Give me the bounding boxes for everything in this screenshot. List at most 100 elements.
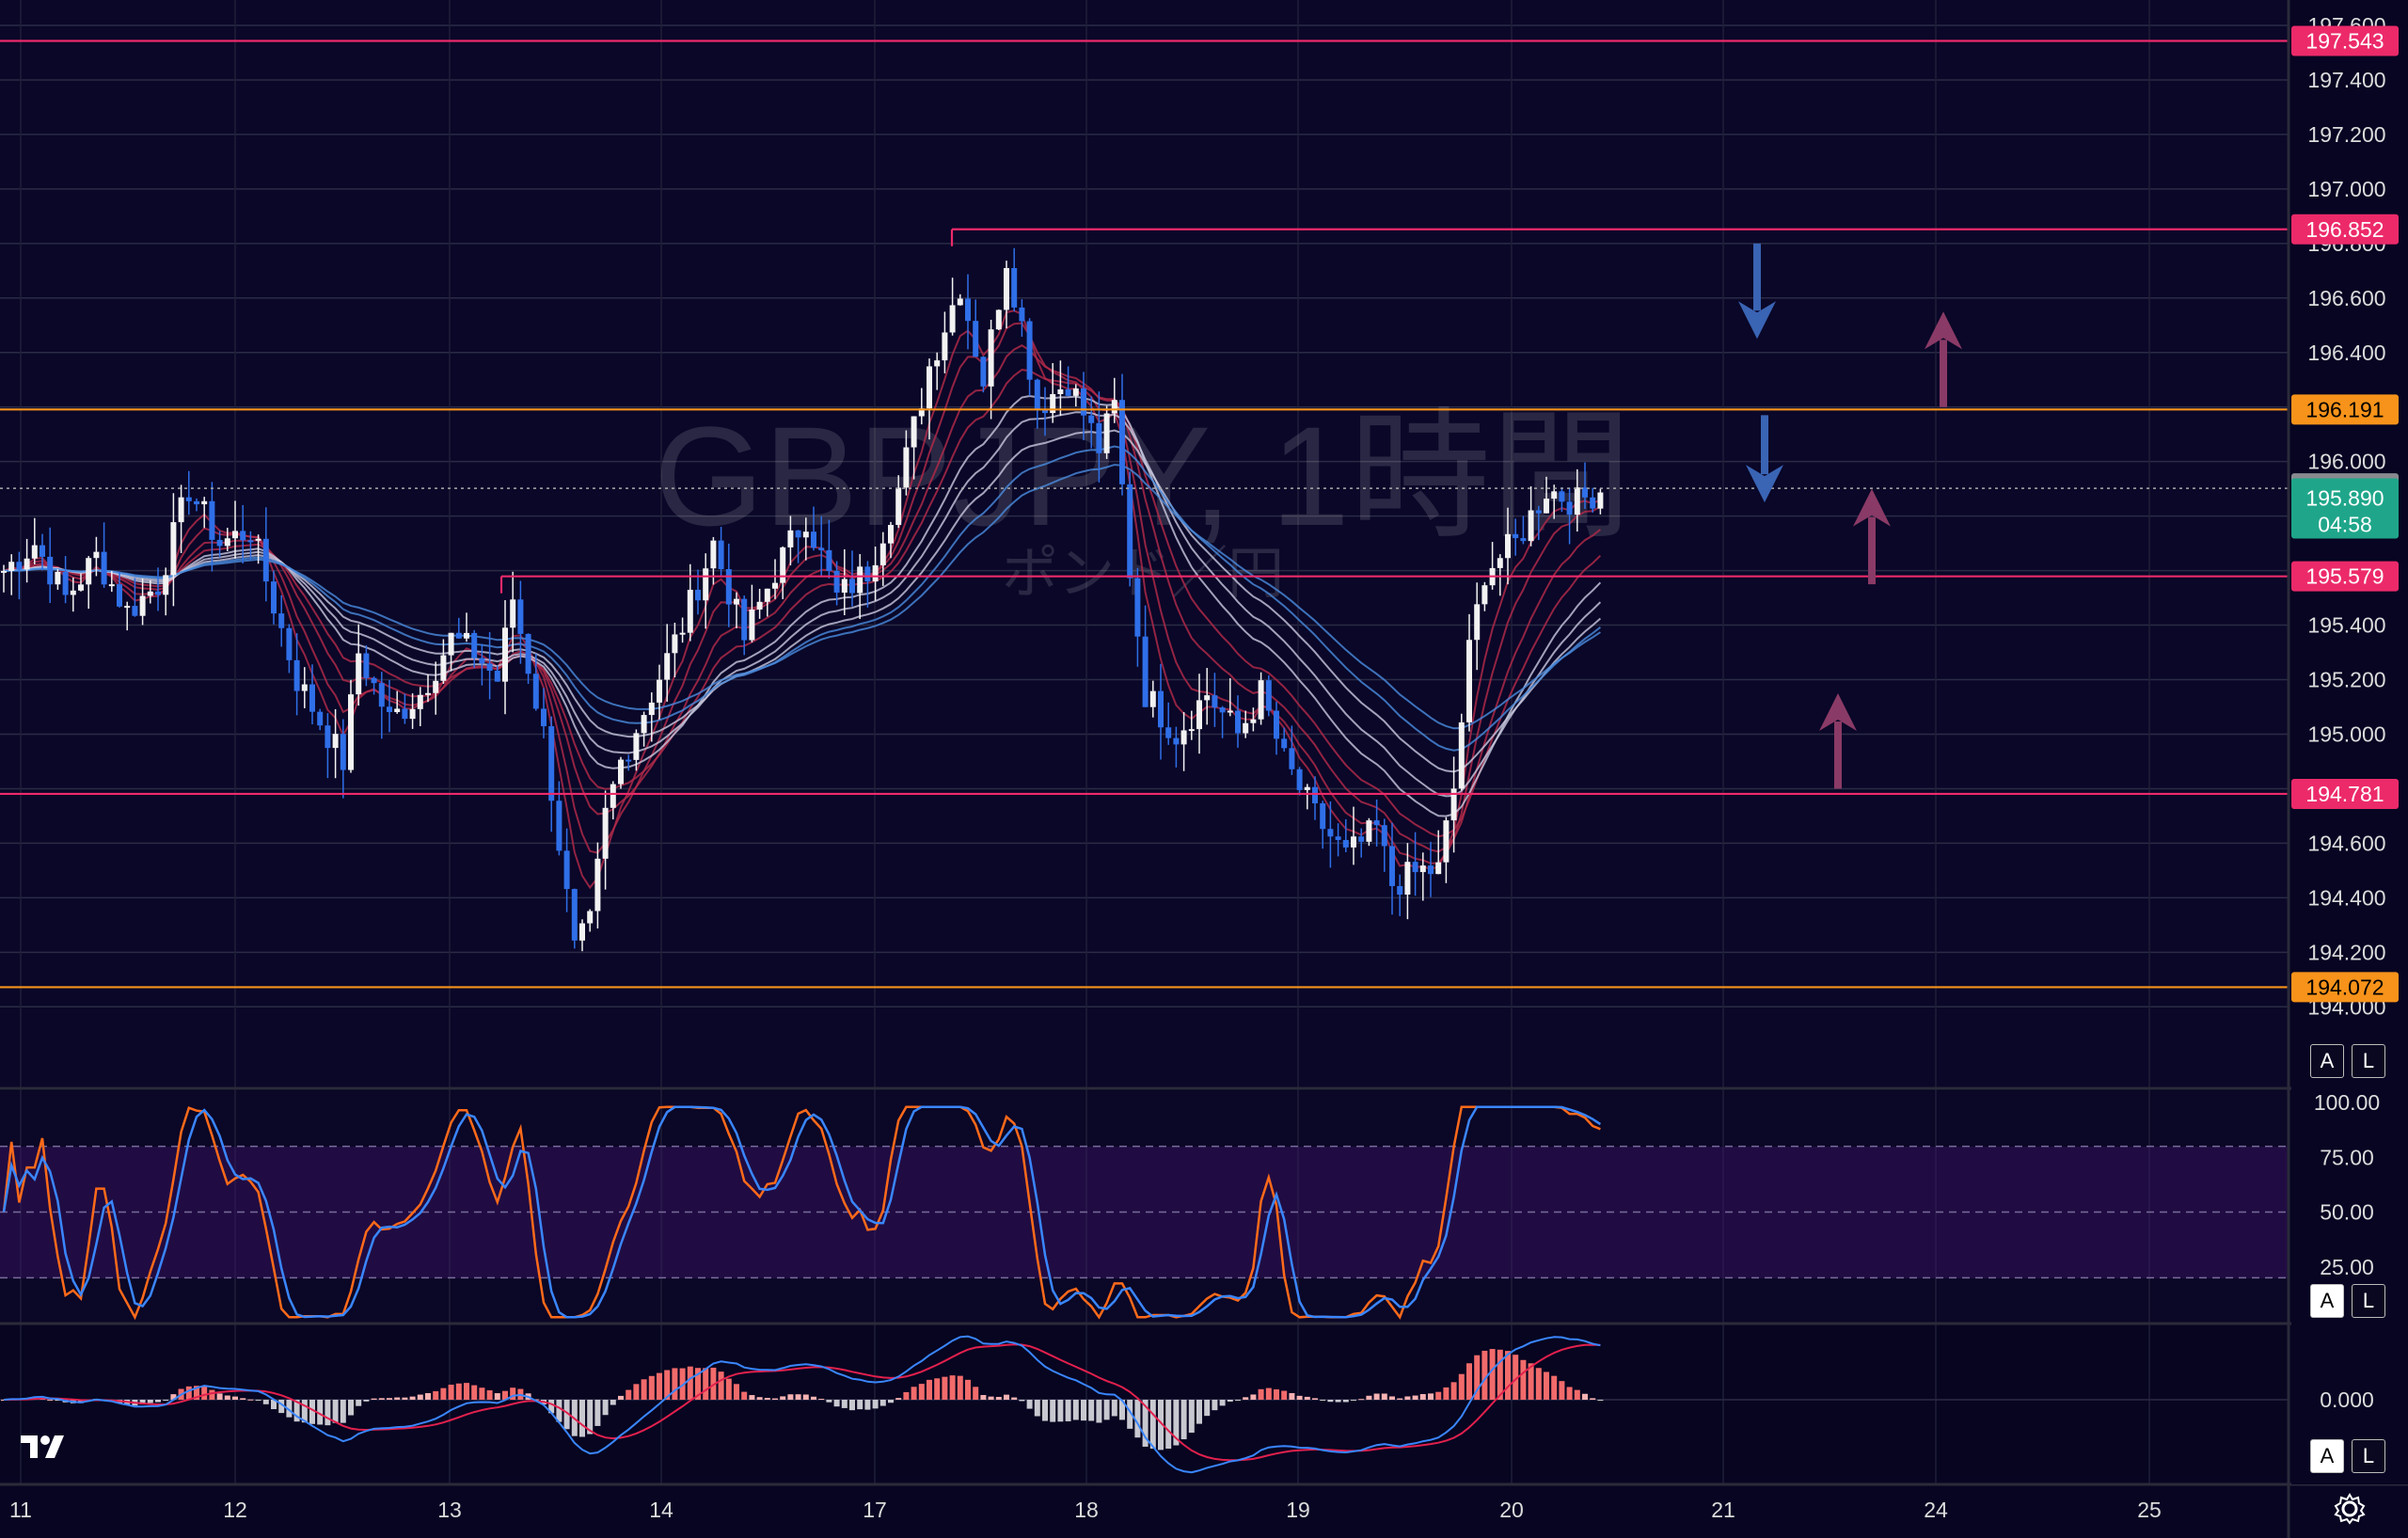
- candle: [1103, 405, 1110, 459]
- price-tick: 195.000: [2307, 721, 2385, 746]
- time-axis[interactable]: 11 12 13 14 17 18 19 20 21 24 25: [9, 1498, 2162, 1522]
- time-tick: 20: [1499, 1498, 1524, 1522]
- macd-histogram-bar: [1219, 1400, 1226, 1406]
- macd-histogram-bar: [787, 1394, 794, 1400]
- arrow-up[interactable]: [1819, 693, 1857, 789]
- macd-histogram-bar: [1590, 1398, 1596, 1400]
- candle: [734, 592, 739, 628]
- settings-gear-icon[interactable]: [2333, 1492, 2367, 1526]
- macd-histogram-bar: [201, 1386, 208, 1400]
- candle: [93, 536, 100, 577]
- macd-histogram-bar: [163, 1400, 169, 1401]
- level-tag-195.579: 195.579: [2291, 561, 2399, 592]
- ema-line: [3, 445, 1602, 752]
- candle: [1458, 713, 1465, 791]
- signal-line: [3, 1343, 1601, 1462]
- candle: [1566, 487, 1573, 545]
- horizontal-levels[interactable]: [0, 40, 2288, 989]
- candle: [587, 909, 594, 932]
- macd-histogram-bar: [895, 1398, 902, 1400]
- svg-text:196.191: 196.191: [2305, 397, 2384, 421]
- candle: [240, 504, 246, 563]
- time-tick: 17: [863, 1498, 887, 1522]
- candle: [841, 548, 848, 616]
- macd-histogram-bar: [55, 1400, 61, 1401]
- oscillator-axis[interactable]: 100.00 75.00 50.00 25.00: [2314, 1090, 2380, 1279]
- osc-log-scale-button[interactable]: L: [2352, 1284, 2385, 1318]
- candle: [147, 579, 153, 604]
- macd-histogram-bar: [170, 1394, 177, 1400]
- candle: [301, 667, 308, 708]
- macd-histogram-bar: [872, 1400, 879, 1409]
- auto-scale-button[interactable]: A: [2310, 1044, 2344, 1078]
- candle: [756, 588, 763, 619]
- macd-histogram-bar: [194, 1386, 199, 1400]
- candle: [163, 567, 169, 616]
- candle: [232, 500, 238, 559]
- macd-panel: [0, 1335, 2288, 1474]
- osc-auto-scale-button[interactable]: A: [2310, 1284, 2344, 1318]
- macd-histogram-bar: [1212, 1400, 1218, 1411]
- arrow-up[interactable]: [1925, 311, 1962, 407]
- macd-histogram-bar: [1582, 1393, 1588, 1400]
- macd-histogram-bar: [433, 1390, 439, 1400]
- macd-histogram-bar: [1096, 1400, 1102, 1423]
- candle: [86, 556, 92, 610]
- candle: [718, 527, 724, 577]
- macd-histogram-bar: [548, 1400, 555, 1414]
- candle: [1119, 373, 1125, 496]
- candle: [563, 828, 570, 912]
- macd-histogram-bar: [995, 1396, 1002, 1400]
- macd-histogram-bar: [749, 1395, 755, 1400]
- macd-histogram-bar: [888, 1400, 894, 1403]
- candle: [517, 580, 524, 664]
- candle: [1026, 318, 1033, 396]
- svg-text:194.072: 194.072: [2305, 975, 2384, 999]
- candle: [16, 551, 23, 600]
- macd-histogram-bar: [155, 1400, 161, 1403]
- macd-histogram-bar: [1235, 1400, 1241, 1401]
- candle: [1397, 874, 1403, 916]
- candle: [1212, 673, 1218, 727]
- macd-auto-scale-button[interactable]: A: [2310, 1439, 2344, 1473]
- candle: [1188, 710, 1195, 740]
- log-scale-button[interactable]: L: [2352, 1044, 2385, 1078]
- candle: [872, 547, 879, 601]
- oscillator-tick: 75.00: [2320, 1145, 2374, 1169]
- candle: [1574, 468, 1580, 532]
- macd-histogram-bar: [232, 1396, 238, 1400]
- time-tick: 12: [223, 1498, 247, 1522]
- arrow-up[interactable]: [1853, 488, 1891, 585]
- arrow-down[interactable]: [1746, 415, 1783, 503]
- candle: [1042, 387, 1048, 436]
- macd-histogram-bar: [262, 1400, 269, 1404]
- arrow-down[interactable]: [1738, 243, 1776, 340]
- macd-histogram-bar: [139, 1400, 146, 1404]
- candle: [502, 600, 508, 715]
- ema-line: [3, 309, 1601, 890]
- macd-histogram-bar: [502, 1390, 508, 1400]
- candle: [1134, 567, 1141, 667]
- macd-histogram-bar: [1450, 1382, 1457, 1400]
- macd-histogram-bar: [1158, 1400, 1164, 1451]
- candle: [325, 713, 331, 779]
- macd-histogram-bar: [879, 1400, 886, 1406]
- macd-log-scale-button[interactable]: L: [2352, 1439, 2385, 1473]
- level-tag-196.852: 196.852: [2291, 214, 2399, 245]
- candle: [1435, 830, 1442, 875]
- arrow-drawings[interactable]: [1738, 243, 1962, 789]
- macd-histogram-bar: [394, 1397, 401, 1400]
- macd-histogram-bar: [1404, 1396, 1411, 1400]
- candle: [918, 388, 925, 425]
- candle: [1320, 801, 1326, 849]
- candle: [1034, 378, 1040, 429]
- price-tick: 194.200: [2307, 940, 2385, 964]
- macd-histogram-bar: [1243, 1397, 1249, 1400]
- candle: [1590, 487, 1596, 513]
- candle: [826, 519, 832, 579]
- candle: [363, 644, 370, 687]
- macd-histogram-bar: [1142, 1400, 1149, 1447]
- macd-axis[interactable]: 0.000: [2320, 1387, 2374, 1412]
